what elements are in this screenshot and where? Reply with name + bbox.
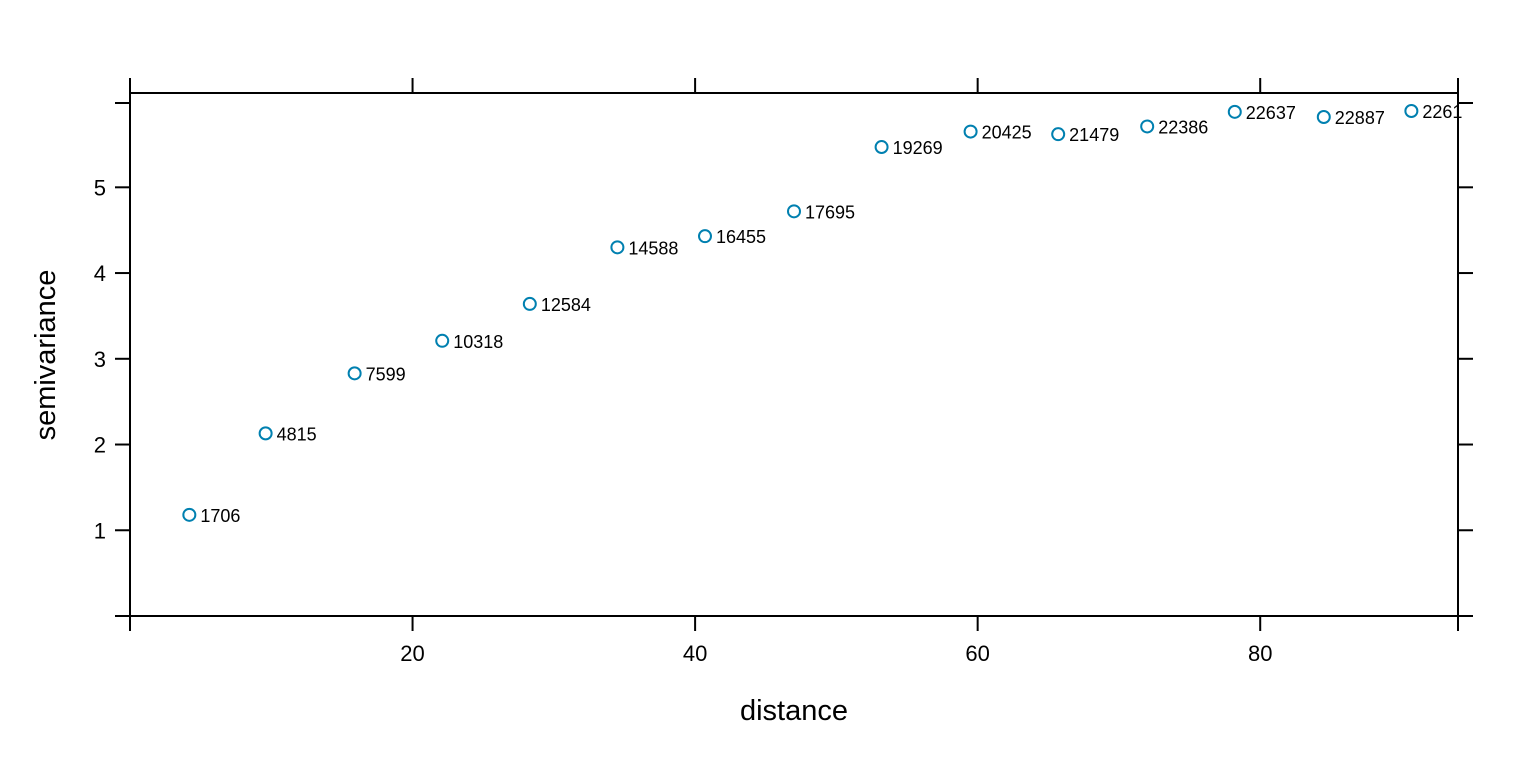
data-point <box>874 140 889 155</box>
data-point <box>1316 110 1331 125</box>
data-point-label: 22386 <box>1158 117 1208 137</box>
data-point-label: 17695 <box>805 202 855 222</box>
x-axis-title: distance <box>740 695 848 727</box>
y-tick-label: 3 <box>94 347 106 372</box>
x-tick-label: 40 <box>683 641 707 666</box>
axis-tick-labels: 20 40 60 80 1 2 3 4 5 <box>94 175 1273 666</box>
data-point-label: 21479 <box>1069 125 1119 145</box>
data-point <box>182 507 197 522</box>
data-point <box>435 333 450 348</box>
plot-border <box>129 92 1459 617</box>
data-point <box>787 204 801 219</box>
y-tick-label: 1 <box>94 518 106 543</box>
data-point-label: 4815 <box>277 424 317 444</box>
x-tick-label: 60 <box>965 641 989 666</box>
data-point <box>347 366 362 381</box>
data-point <box>1051 127 1066 142</box>
data-point <box>1404 104 1419 119</box>
data-point <box>697 229 712 244</box>
data-point-label: 10318 <box>453 332 503 352</box>
data-point-label: 19269 <box>893 138 943 158</box>
data-point <box>1227 104 1242 119</box>
data-point-label: 12584 <box>541 295 591 315</box>
data-point-label: 22887 <box>1335 108 1385 128</box>
y-tick-label: 4 <box>94 261 106 286</box>
y-axis-title: semivariance <box>30 270 62 441</box>
data-point <box>258 426 273 441</box>
data-points <box>182 104 1419 522</box>
data-point <box>610 240 625 255</box>
x-tick-label: 80 <box>1248 641 1272 666</box>
x-tick-label: 20 <box>400 641 424 666</box>
plot-frame <box>129 92 1459 617</box>
data-point <box>1140 119 1155 134</box>
y-tick-label: 2 <box>94 433 106 458</box>
data-point <box>963 124 978 139</box>
data-point-label: 22637 <box>1246 103 1296 123</box>
axis-ticks <box>115 78 1473 631</box>
data-point-label: 16455 <box>716 227 766 247</box>
data-point-label: 20425 <box>982 123 1032 143</box>
data-point-label: 7599 <box>366 364 406 384</box>
data-point-label: 1706 <box>200 506 240 526</box>
data-point-label: 14588 <box>628 238 678 258</box>
data-point <box>522 296 537 311</box>
data-point-labels: 1706 4815 7599 10318 12584 14588 16455 17695 192… <box>200 102 1462 526</box>
y-tick-label: 5 <box>94 175 106 200</box>
data-point-label: 2261 <box>1422 102 1462 122</box>
